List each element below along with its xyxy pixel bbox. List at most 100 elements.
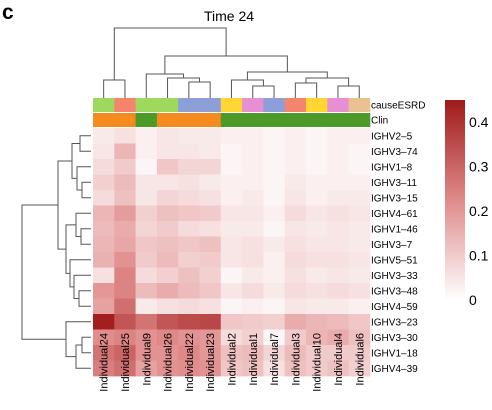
annotation-cell-Clin xyxy=(348,113,371,127)
row-label: IGHV3–33 xyxy=(371,271,418,282)
heatmap-cell xyxy=(156,283,179,299)
heatmap-cell xyxy=(114,174,136,191)
heatmap-cell xyxy=(242,236,264,253)
annotation-label: causeESRD xyxy=(371,101,425,112)
heatmap-cell xyxy=(93,236,115,253)
annotation-cell-Clin xyxy=(156,113,179,127)
dendrogram-branch xyxy=(252,85,275,98)
heatmap-cell xyxy=(199,267,222,284)
heatmap-cell xyxy=(114,190,136,206)
annotation-cell-causeESRD xyxy=(327,98,349,112)
heatmap-cell xyxy=(135,267,158,284)
row-label: IGHV3–48 xyxy=(371,286,418,297)
heatmap-cell xyxy=(156,159,179,175)
heatmap-cell xyxy=(327,174,349,191)
heatmap-cell xyxy=(327,205,349,222)
column-dendrogram xyxy=(103,27,360,98)
heatmap-cell xyxy=(242,314,264,330)
dendrogram-branch xyxy=(57,160,72,250)
heatmap-cell xyxy=(93,360,115,377)
heatmap-cell xyxy=(93,283,115,299)
heatmap-cell xyxy=(93,252,115,268)
annotation-labels: causeESRD Clin xyxy=(371,101,425,127)
heatmap-cell xyxy=(242,329,264,346)
row-label: IGHV3–15 xyxy=(371,193,418,204)
heatmap-cell xyxy=(306,267,328,284)
dendrogram-branch xyxy=(73,274,91,299)
heatmap-cell xyxy=(93,221,115,237)
heatmap-cell xyxy=(220,267,243,284)
heatmap-cell xyxy=(348,314,371,330)
heatmap-cell xyxy=(263,252,286,268)
heatmap-cell xyxy=(348,221,371,237)
heatmap-cell xyxy=(242,174,264,191)
heatmap-cell xyxy=(284,190,307,206)
heatmap-cell xyxy=(284,128,307,144)
dendrogram-branch xyxy=(81,181,91,199)
heatmap-cell xyxy=(242,360,264,377)
dendrogram-branch xyxy=(69,259,91,288)
colorbar-tick-label: 0.1 xyxy=(469,248,489,264)
heatmap-cell xyxy=(306,345,328,361)
heatmap-cell xyxy=(178,345,200,361)
dendrogram-branch xyxy=(75,344,91,369)
heatmap-cell xyxy=(263,190,286,206)
heatmap-cell xyxy=(178,236,200,253)
heatmap-cell xyxy=(135,174,158,191)
heatmap-cell xyxy=(114,329,136,346)
heatmap-cell xyxy=(114,314,136,330)
annotation-bars xyxy=(93,98,371,127)
heatmap-cell xyxy=(284,283,307,299)
annotation-cell-Clin xyxy=(220,113,243,127)
annotation-cell-Clin xyxy=(242,113,264,127)
heatmap-cell xyxy=(178,298,200,315)
row-label: IGHV5–51 xyxy=(371,255,418,266)
heatmap-cell xyxy=(199,128,222,144)
heatmap-cell xyxy=(348,360,371,377)
heatmap-cell xyxy=(242,190,264,206)
dendrogram-branch xyxy=(21,204,66,340)
heatmap-cell xyxy=(242,252,264,268)
heatmap-cell xyxy=(327,236,349,253)
row-dendrogram xyxy=(21,135,91,369)
heatmap-cell xyxy=(242,205,264,222)
heatmap-cell xyxy=(93,329,115,346)
heatmap-cell xyxy=(199,236,222,253)
heatmap-cell xyxy=(263,298,286,315)
heatmap-cell xyxy=(327,345,349,361)
dendrogram-branch xyxy=(230,79,264,98)
column-label: Individual9 xyxy=(141,333,153,386)
heatmap-cell xyxy=(220,283,243,299)
heatmap-cell xyxy=(114,298,136,315)
heatmap-cell xyxy=(306,221,328,237)
heatmap-cell xyxy=(220,190,243,206)
heatmap-cell xyxy=(93,128,115,144)
row-label: IGHV3–7 xyxy=(371,240,413,251)
heatmap-cell xyxy=(156,221,179,237)
row-label: IGHV2–5 xyxy=(371,131,413,142)
heatmap-cell xyxy=(327,360,349,377)
heatmap-cell xyxy=(135,128,158,144)
dendrogram-branch xyxy=(167,77,200,98)
dendrogram-branch xyxy=(75,212,91,237)
heatmap-cell xyxy=(199,329,222,346)
heatmap-cell xyxy=(348,159,371,175)
heatmap-cell xyxy=(93,298,115,315)
annotation-cell-causeESRD xyxy=(263,98,286,112)
heatmap-cell xyxy=(220,174,243,191)
heatmap-cell xyxy=(114,221,136,237)
heatmap-cell xyxy=(220,205,243,222)
heatmap-cell xyxy=(327,221,349,237)
heatmap-cell xyxy=(178,205,200,222)
heatmap-cell xyxy=(263,221,286,237)
colorbar-tick-label: 0.3 xyxy=(469,159,489,175)
heatmap-cell xyxy=(114,252,136,268)
heatmap-cell xyxy=(242,143,264,160)
heatmap-cell xyxy=(327,298,349,315)
heatmap-cell xyxy=(263,283,286,299)
heatmap-cell xyxy=(199,205,222,222)
heatmap-cell xyxy=(135,283,158,299)
heatmap-cell xyxy=(284,174,307,191)
heatmap-cell xyxy=(220,298,243,315)
heatmap-cell xyxy=(263,159,286,175)
